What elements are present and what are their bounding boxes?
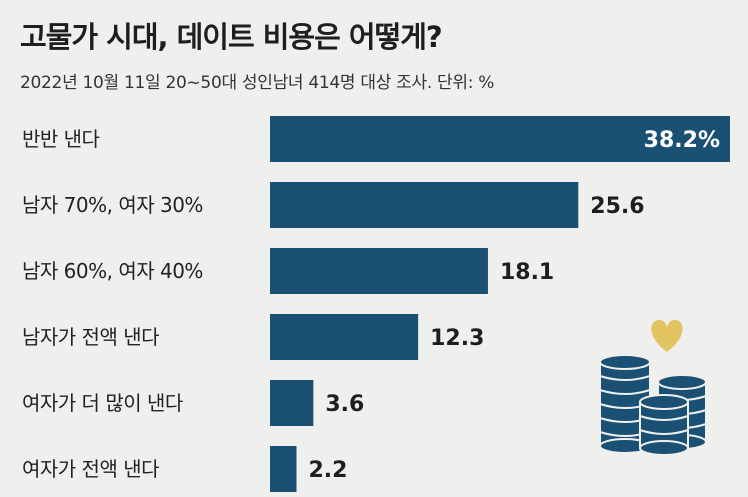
chart-subtitle: 2022년 10월 11일 20~50대 성인남녀 414명 대상 조사. 단위… bbox=[20, 73, 495, 93]
coin-stack-icon bbox=[599, 354, 707, 456]
chart-title: 고물가 시대, 데이트 비용은 어떻게? bbox=[20, 20, 443, 54]
category-label: 남자 70%, 여자 30% bbox=[22, 193, 203, 217]
category-label: 여자가 더 많이 낸다 bbox=[22, 391, 183, 415]
bar bbox=[270, 182, 579, 228]
value-label: 38.2% bbox=[644, 128, 720, 153]
value-label: 25.6 bbox=[590, 194, 644, 219]
bars-group: 반반 낸다 38.2% 남자 70%, 여자 30% 25.6 남자 60%, 여자 4… bbox=[22, 116, 730, 492]
category-label: 여자가 전액 낸다 bbox=[22, 457, 159, 481]
category-label: 반반 낸다 bbox=[22, 127, 100, 151]
bar bbox=[270, 248, 488, 294]
heart-icon bbox=[651, 319, 683, 352]
bar bbox=[270, 380, 314, 426]
category-label: 남자 60%, 여자 40% bbox=[22, 259, 203, 283]
value-label: 2.2 bbox=[308, 458, 347, 483]
value-label: 18.1 bbox=[500, 260, 554, 285]
bar bbox=[270, 116, 730, 162]
value-label: 12.3 bbox=[430, 326, 484, 351]
category-label: 남자가 전액 낸다 bbox=[22, 325, 159, 349]
value-label: 3.6 bbox=[325, 392, 364, 417]
bar bbox=[270, 314, 419, 360]
bar bbox=[270, 446, 297, 492]
